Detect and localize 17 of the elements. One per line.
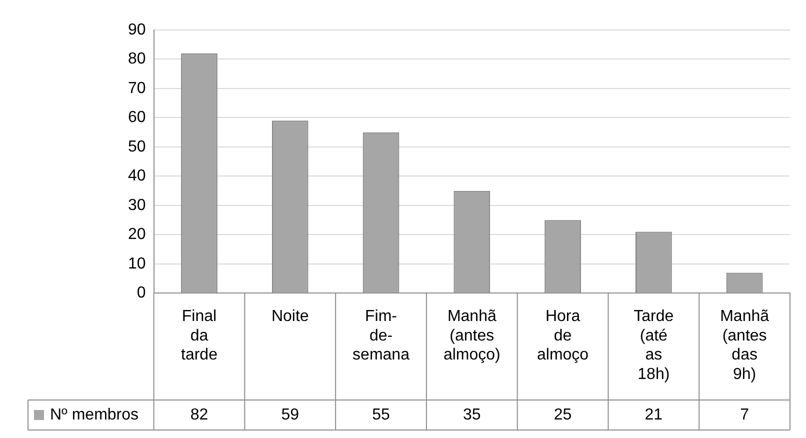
- y-tick-label: 90: [128, 21, 146, 38]
- x-tick-label: Fim-de-semana: [352, 308, 410, 364]
- x-tick-label: Final da tarde: [181, 308, 218, 364]
- y-tick-label: 70: [128, 80, 146, 97]
- y-tick-label: 80: [128, 50, 146, 68]
- x-tick-label: Hora de almoço: [536, 308, 589, 364]
- y-tick-label: 40: [128, 168, 146, 185]
- y-tick-label: 20: [128, 226, 146, 244]
- y-tick-label: 50: [128, 138, 146, 156]
- y-tick-label: 30: [128, 196, 146, 214]
- y-tick-label: 10: [128, 255, 146, 272]
- x-tick-label: Noite: [271, 308, 309, 326]
- x-tick-label: Tarde (até as 18h): [634, 308, 674, 383]
- x-tick-label: Manhã (antes almoço): [443, 308, 500, 364]
- x-tick-label: Manhã (antes das 9h): [720, 308, 770, 383]
- y-tick-label: 0: [136, 284, 146, 302]
- y-tick-label: 60: [128, 109, 146, 126]
